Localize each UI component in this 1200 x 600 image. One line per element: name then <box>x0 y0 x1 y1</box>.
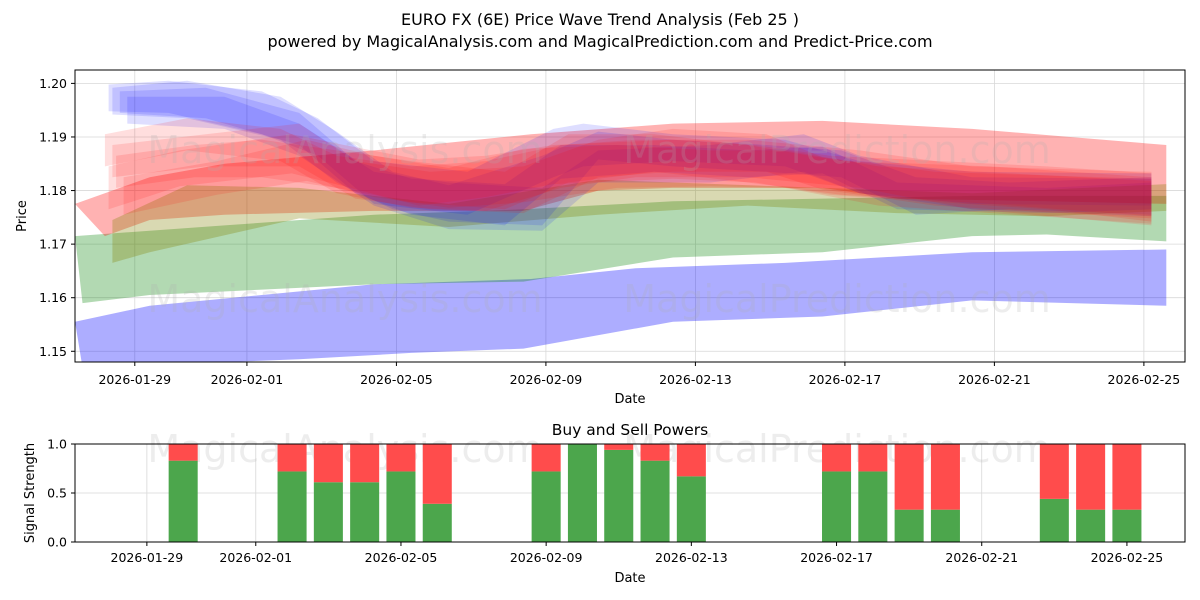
band-red-wave-5 <box>123 139 1152 224</box>
signal-x-tick-label: 2026-01-29 <box>111 550 184 565</box>
band-red-wave-4 <box>108 134 1152 222</box>
buy-bar <box>894 509 924 542</box>
price-x-tick-label: 2026-02-09 <box>510 372 583 387</box>
buy-bar <box>676 476 706 542</box>
buy-bar <box>567 444 597 542</box>
price-grid <box>75 70 1185 362</box>
buy-bar <box>1112 509 1142 542</box>
signal-y-tick-label: 0.5 <box>47 486 67 501</box>
signal-bars <box>168 444 1142 542</box>
band-red-wave-2 <box>112 123 1152 219</box>
sell-bar <box>531 444 561 472</box>
buy-bar <box>531 471 561 542</box>
sell-bar <box>1112 444 1142 510</box>
sell-bar <box>822 444 852 472</box>
buy-bar <box>277 471 307 542</box>
price-y-tick-label: 1.15 <box>39 344 67 359</box>
signal-x-tick-label: 2026-02-01 <box>219 550 292 565</box>
signal-axis-ticks: 2026-01-29 2026-02-01 2026-02-05 2026-02-09… <box>47 437 1163 566</box>
signal-y-tick-label: 1.0 <box>47 437 67 452</box>
buy-bar <box>422 503 452 542</box>
price-ylabel: Price <box>15 200 30 232</box>
band-green-band <box>75 195 1167 304</box>
band-blue-wave-3 <box>108 80 1152 215</box>
price-xlabel: Date <box>614 392 645 407</box>
sell-bar <box>168 444 198 461</box>
price-bands <box>75 80 1167 362</box>
band-blue-wave-1 <box>112 80 1152 226</box>
buy-bar <box>350 482 380 542</box>
band-blue-wave-2 <box>119 87 1152 226</box>
sell-bar <box>858 444 888 472</box>
band-red-long-term-band <box>75 120 1167 237</box>
sell-bar <box>1076 444 1106 510</box>
sell-bar <box>930 444 960 510</box>
buy-bar <box>1039 498 1069 542</box>
signal-y-tick-label: 0.0 <box>47 535 67 550</box>
band-blue-wave-4 <box>127 96 1152 231</box>
price-y-tick-label: 1.18 <box>39 183 67 198</box>
signal-panel: Buy and Sell Powers MagicalAnalysis.com … <box>23 421 1186 586</box>
watermark-prediction-top: MagicalPrediction.com <box>623 128 1051 172</box>
buy-bar <box>822 471 852 542</box>
signal-x-tick-label: 2026-02-17 <box>800 550 873 565</box>
sell-bar <box>350 444 380 483</box>
sell-bar <box>313 444 343 483</box>
price-x-tick-label: 2026-02-21 <box>958 372 1031 387</box>
band-olive-band <box>112 179 1167 263</box>
buy-bar <box>930 509 960 542</box>
signal-x-tick-label: 2026-02-13 <box>655 550 728 565</box>
watermark-analysis-mid: MagicalAnalysis.com <box>147 277 542 321</box>
price-panel: MagicalAnalysis.com MagicalPrediction.co… <box>15 69 1186 407</box>
price-axis-ticks: 2026-01-29 2026-02-01 2026-02-05 2026-02-09… <box>39 76 1180 387</box>
buy-bar <box>640 460 670 542</box>
sell-bar <box>676 444 706 477</box>
price-x-tick-label: 2026-02-17 <box>809 372 882 387</box>
buy-bar <box>1076 509 1106 542</box>
signal-ylabel: Signal Strength <box>23 443 38 543</box>
sell-bar <box>386 444 416 472</box>
sell-bar <box>422 444 452 504</box>
sell-bar <box>894 444 924 510</box>
price-x-tick-label: 2026-02-01 <box>211 372 284 387</box>
price-y-tick-label: 1.17 <box>39 237 67 252</box>
sell-bar <box>640 444 670 461</box>
chart-subtitle: powered by MagicalAnalysis.com and Magic… <box>267 32 932 51</box>
price-plot-frame <box>74 69 1186 363</box>
chart-title: EURO FX (6E) Price Wave Trend Analysis (… <box>401 10 799 29</box>
sell-bar <box>277 444 307 472</box>
price-x-tick-label: 2026-01-29 <box>98 372 171 387</box>
signal-x-tick-label: 2026-02-05 <box>365 550 438 565</box>
price-y-tick-label: 1.19 <box>39 129 67 144</box>
signal-x-tick-label: 2026-02-09 <box>510 550 583 565</box>
sell-bar <box>604 444 634 450</box>
signal-x-tick-label: 2026-02-25 <box>1091 550 1164 565</box>
price-y-tick-label: 1.20 <box>39 76 67 91</box>
band-red-wave-1 <box>104 118 1152 226</box>
buy-bar <box>168 460 198 542</box>
band-red-wave-3 <box>116 134 1152 217</box>
sell-bar <box>1039 444 1069 499</box>
signal-xlabel: Date <box>614 571 645 586</box>
signal-title: Buy and Sell Powers <box>552 421 709 439</box>
buy-bar <box>858 471 888 542</box>
price-x-tick-label: 2026-02-13 <box>659 372 732 387</box>
watermark-analysis-top: MagicalAnalysis.com <box>147 128 542 172</box>
signal-x-tick-label: 2026-02-21 <box>945 550 1018 565</box>
buy-bar <box>604 449 634 542</box>
watermark-analysis-bottom: MagicalAnalysis.com <box>147 427 542 471</box>
price-x-tick-label: 2026-02-25 <box>1108 372 1181 387</box>
buy-bar <box>313 482 343 542</box>
buy-bar <box>386 471 416 542</box>
price-x-tick-label: 2026-02-05 <box>360 372 433 387</box>
price-y-tick-label: 1.16 <box>39 290 67 305</box>
band-blue-long-term-band <box>75 249 1167 362</box>
watermark-prediction-mid: MagicalPrediction.com <box>623 277 1051 321</box>
